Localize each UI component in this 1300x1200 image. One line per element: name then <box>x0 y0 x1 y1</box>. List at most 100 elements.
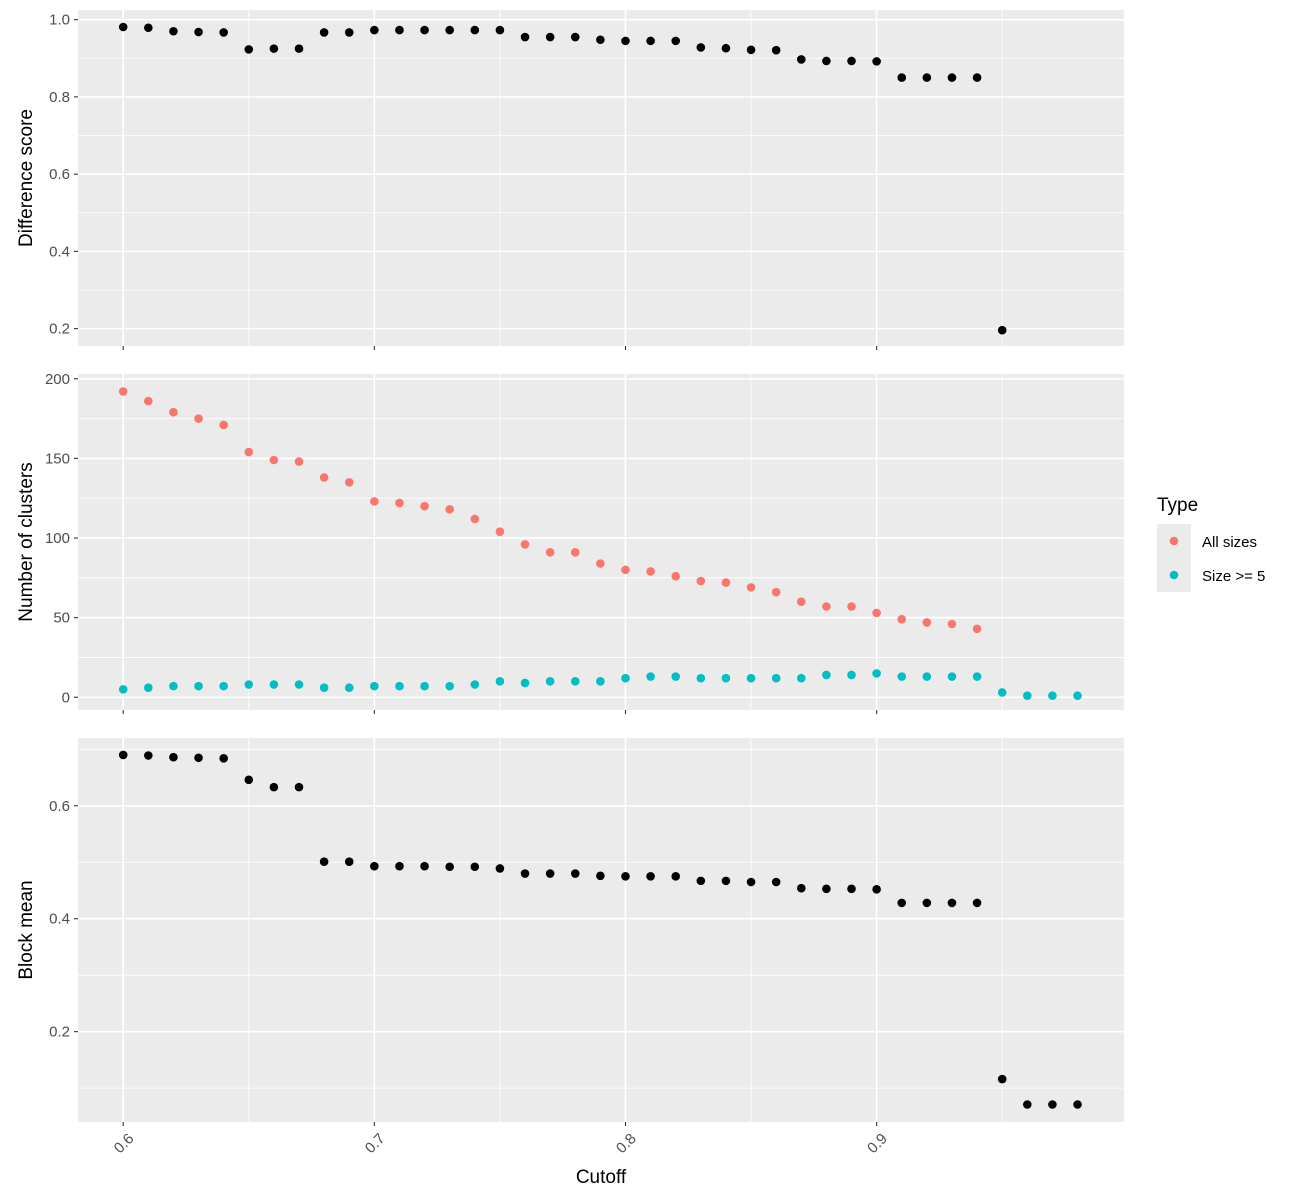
data-point <box>796 883 806 893</box>
data-point <box>847 670 856 680</box>
data-point <box>922 898 932 908</box>
data-point <box>194 753 203 763</box>
data-point <box>545 677 555 686</box>
data-point <box>621 565 630 575</box>
data-point <box>671 571 681 581</box>
y-axis-title: Block mean <box>16 880 37 979</box>
data-point <box>822 56 831 66</box>
data-point <box>319 857 329 866</box>
data-point <box>545 32 555 42</box>
data-point <box>997 1074 1007 1084</box>
data-point <box>219 754 228 763</box>
data-point <box>922 618 932 627</box>
panel-background <box>78 374 1124 710</box>
series-points <box>118 750 1082 1109</box>
data-point <box>596 677 605 686</box>
data-point <box>370 25 379 35</box>
data-point <box>219 420 228 430</box>
data-point <box>746 583 756 592</box>
data-point <box>144 396 153 406</box>
x-tick-labels: 0.6 0.7 0.8 0.9 <box>111 1130 891 1157</box>
data-point <box>972 898 982 908</box>
data-point <box>847 56 856 66</box>
data-point <box>897 898 907 908</box>
data-point <box>822 884 831 894</box>
data-point <box>570 32 580 42</box>
data-point <box>370 681 379 691</box>
panel-3: 0.2 0.4 0.6 Block mean <box>16 738 1124 1126</box>
data-point <box>319 28 329 37</box>
data-point <box>445 505 454 514</box>
y-tick-label: 0.4 <box>49 911 70 928</box>
data-point <box>872 57 881 66</box>
data-point <box>972 672 982 681</box>
legend-title: Type <box>1157 495 1198 516</box>
panel-2: 0 50 100 150 200 Number of clusters <box>16 371 1124 714</box>
data-point <box>696 876 706 886</box>
data-point <box>294 457 304 466</box>
data-point <box>1023 1100 1032 1109</box>
x-tick-label: 0.6 <box>111 1130 138 1157</box>
data-point <box>395 681 404 691</box>
y-tick-label: 0.2 <box>49 1024 70 1041</box>
data-point <box>621 673 630 683</box>
data-point <box>721 578 731 587</box>
data-point <box>746 673 756 683</box>
data-point <box>997 325 1007 335</box>
data-point <box>771 673 781 683</box>
data-point <box>520 869 530 878</box>
data-point <box>796 673 806 683</box>
data-point <box>370 861 379 871</box>
data-point <box>118 750 128 760</box>
y-tick-label: 100 <box>45 530 70 547</box>
data-point <box>596 35 605 45</box>
data-point <box>520 32 530 42</box>
data-point <box>922 672 932 681</box>
data-point <box>470 25 480 35</box>
data-point <box>796 55 806 64</box>
x-tick-label: 0.8 <box>613 1130 640 1157</box>
data-point <box>269 455 279 465</box>
y-tick-label: 150 <box>45 450 70 467</box>
data-point <box>370 497 379 506</box>
data-point <box>244 680 254 689</box>
data-point <box>696 673 706 683</box>
data-point <box>696 43 706 52</box>
data-point <box>771 45 781 55</box>
data-point <box>721 673 731 683</box>
panel-background <box>78 738 1124 1122</box>
data-point <box>646 36 655 46</box>
panels-layer: 0.2 0.4 0.6 0.8 1.0 Difference score 0 50 100 150… <box>16 10 1124 1157</box>
data-point <box>947 73 957 82</box>
data-point <box>746 877 756 887</box>
data-point <box>169 752 178 762</box>
series-all-sizes <box>118 387 982 634</box>
data-point <box>269 44 279 53</box>
data-point <box>194 681 203 691</box>
data-point <box>395 25 404 35</box>
y-tick-label: 0.4 <box>49 243 70 260</box>
data-point <box>997 688 1007 697</box>
legend-key-size-5 <box>1169 570 1179 580</box>
data-point <box>545 869 555 878</box>
data-point <box>445 681 454 691</box>
data-point <box>244 45 254 54</box>
data-point <box>395 498 404 508</box>
data-point <box>294 44 304 53</box>
data-point <box>470 680 480 689</box>
data-point <box>822 670 831 680</box>
data-point <box>294 782 304 792</box>
data-point <box>646 672 655 681</box>
data-point <box>545 548 555 557</box>
panel-1: 0.2 0.4 0.6 0.8 1.0 Difference score <box>16 10 1124 350</box>
data-point <box>244 775 254 785</box>
data-point <box>897 614 907 624</box>
y-axis-title: Number of clusters <box>16 462 37 621</box>
data-point <box>118 22 128 32</box>
data-point <box>646 567 655 576</box>
data-point <box>1048 691 1057 700</box>
data-point <box>972 624 982 634</box>
data-point <box>721 43 731 53</box>
data-point <box>420 681 429 691</box>
data-point <box>796 597 806 607</box>
